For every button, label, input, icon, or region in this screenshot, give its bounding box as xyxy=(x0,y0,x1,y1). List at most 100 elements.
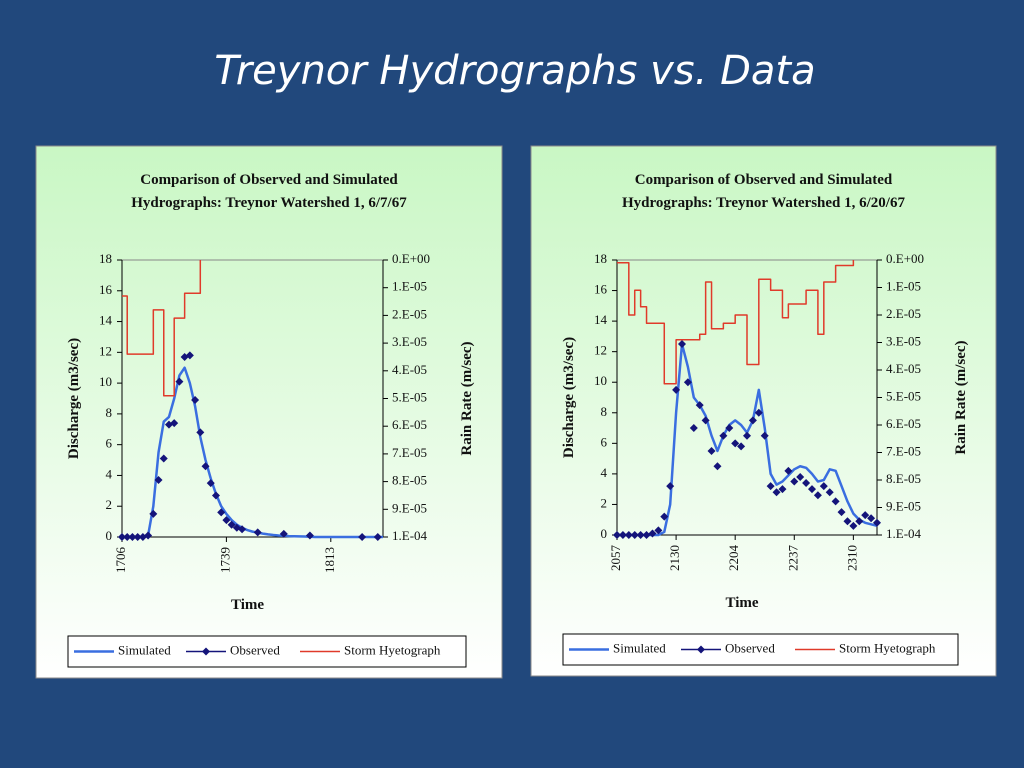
hyetograph-line xyxy=(617,260,855,385)
y-tick-label: 2 xyxy=(106,497,113,512)
y-tick-label: 18 xyxy=(99,251,112,266)
observed-marker xyxy=(624,531,633,539)
hyetograph-line xyxy=(122,260,202,397)
panel-background xyxy=(530,145,997,677)
observed-marker xyxy=(373,533,382,541)
y2-tick-label: 3.E-05 xyxy=(392,334,427,349)
chart-panel: Comparison of Observed and Simulated Hydr… xyxy=(530,145,997,677)
observed-marker xyxy=(831,497,840,506)
observed-marker xyxy=(719,431,728,440)
observed-marker xyxy=(636,531,645,539)
y-tick-label: 10 xyxy=(594,373,607,388)
y2-tick-label: 5.E-05 xyxy=(886,388,921,403)
observed-marker xyxy=(731,439,740,448)
y-tick-label: 16 xyxy=(99,282,113,297)
x-axis-label: Time xyxy=(725,595,758,611)
y-tick-label: 14 xyxy=(594,312,608,327)
y2-tick-label: 1.E-05 xyxy=(392,279,427,294)
y2-axis-label: Rain Rate (m/sec) xyxy=(953,340,969,454)
y2-tick-label: 1.E-04 xyxy=(886,526,922,541)
y2-tick-label: 2.E-05 xyxy=(886,306,921,321)
y2-tick-label: 0.E+00 xyxy=(392,251,430,266)
observed-marker xyxy=(666,482,675,491)
simulated-line xyxy=(122,366,383,539)
observed-marker xyxy=(201,462,210,471)
observed-marker xyxy=(648,529,657,538)
y2-axis-label: Rain Rate (m/sec) xyxy=(459,341,475,455)
observed-marker xyxy=(149,509,158,518)
y2-tick-label: 9.E-05 xyxy=(392,500,427,515)
y-tick-label: 12 xyxy=(99,343,112,358)
legend-marker xyxy=(202,647,210,656)
observed-marker xyxy=(613,531,621,539)
observed-marker xyxy=(784,466,793,475)
observed-marker xyxy=(227,520,236,529)
observed-marker xyxy=(813,491,822,500)
observed-marker xyxy=(701,416,710,425)
y2-tick-label: 2.E-05 xyxy=(392,306,427,321)
legend-box xyxy=(562,633,959,666)
y-tick-label: 14 xyxy=(99,313,113,328)
y-tick-label: 12 xyxy=(594,343,607,358)
observed-marker xyxy=(185,351,194,360)
y-tick-label: 8 xyxy=(601,404,608,419)
observed-marker xyxy=(222,516,231,525)
y-tick-label: 0 xyxy=(106,528,113,543)
observed-marker xyxy=(819,482,828,491)
observed-marker xyxy=(796,472,805,481)
y2-tick-label: 9.E-05 xyxy=(886,498,921,513)
observed-marker xyxy=(678,340,686,349)
observed-marker xyxy=(689,424,698,433)
y-tick-label: 8 xyxy=(106,405,113,420)
y2-tick-label: 8.E-05 xyxy=(886,471,921,486)
y-tick-label: 10 xyxy=(99,374,112,389)
observed-marker xyxy=(790,477,799,486)
observed-marker xyxy=(154,476,163,485)
x-tick-label: 2204 xyxy=(726,545,741,572)
y2-tick-label: 4.E-05 xyxy=(886,361,921,376)
observed-marker xyxy=(867,514,876,523)
observed-marker xyxy=(837,508,846,517)
observed-marker xyxy=(707,446,716,455)
y-tick-label: 0 xyxy=(601,526,608,541)
legend-label: Observed xyxy=(230,642,280,657)
x-tick-label: 1739 xyxy=(217,547,232,573)
observed-marker xyxy=(191,396,200,405)
observed-marker xyxy=(206,479,215,488)
observed-marker xyxy=(128,533,137,541)
observed-marker xyxy=(211,491,220,500)
x-tick-label: 1813 xyxy=(322,547,337,573)
x-tick-label: 2057 xyxy=(608,545,623,572)
observed-marker xyxy=(772,488,781,497)
observed-marker xyxy=(170,419,179,428)
y-tick-label: 6 xyxy=(106,436,113,451)
observed-marker xyxy=(175,377,184,386)
observed-marker xyxy=(861,511,870,520)
observed-marker xyxy=(695,401,704,410)
y-tick-label: 4 xyxy=(601,465,608,480)
observed-marker xyxy=(217,508,226,517)
observed-marker xyxy=(713,462,722,471)
observed-marker xyxy=(760,431,769,440)
chart-title: Hydrographs: Treynor Watershed 1, 6/7/67 xyxy=(131,195,407,211)
observed-marker xyxy=(118,533,126,541)
x-axis-label: Time xyxy=(231,597,264,613)
observed-marker xyxy=(618,531,627,539)
observed-marker xyxy=(683,378,692,387)
y2-tick-label: 7.E-05 xyxy=(886,443,921,458)
observed-marker xyxy=(253,528,262,537)
observed-marker xyxy=(766,482,775,491)
y2-tick-label: 1.E-05 xyxy=(886,278,921,293)
chart-title: Comparison of Observed and Simulated xyxy=(635,172,893,188)
legend-label: Simulated xyxy=(613,640,666,655)
x-tick-label: 2130 xyxy=(667,545,682,571)
observed-marker xyxy=(159,454,168,463)
legend-label: Storm Hyetograph xyxy=(344,642,441,657)
y2-tick-label: 0.E+00 xyxy=(886,251,924,266)
observed-marker xyxy=(144,531,153,540)
observed-marker xyxy=(672,385,681,394)
y-axis-label: Discharge (m3/sec) xyxy=(66,338,82,459)
x-tick-label: 2237 xyxy=(785,545,800,572)
